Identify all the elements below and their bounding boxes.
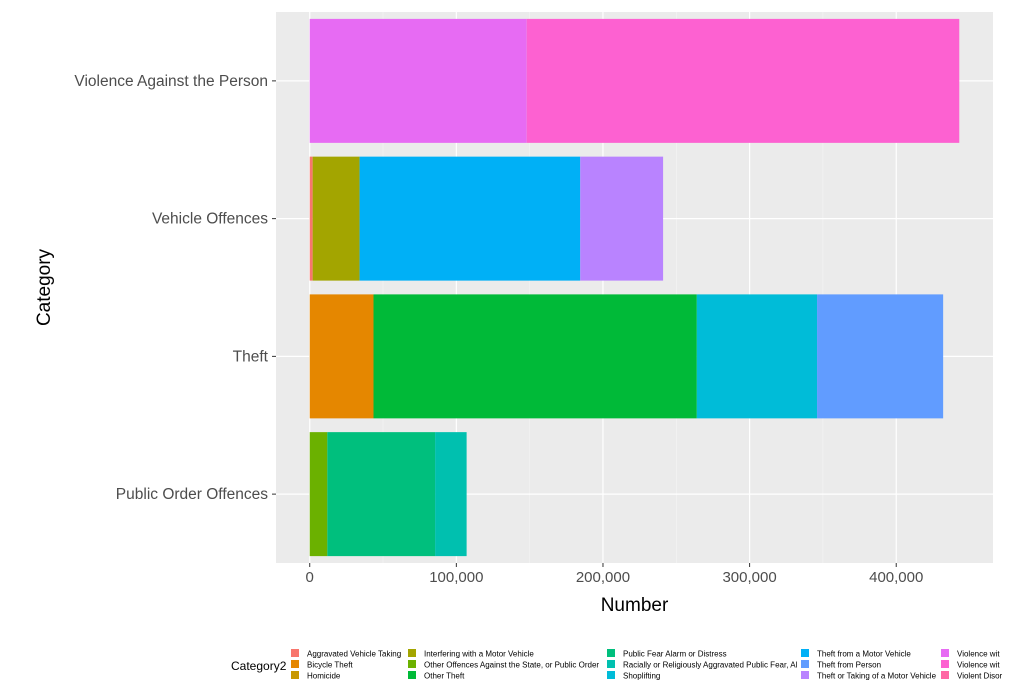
bar-segment <box>373 294 697 419</box>
legend-label: Theft from a Motor Vehicle <box>817 650 911 659</box>
y-tick-label: Theft <box>233 348 269 365</box>
legend-swatch <box>801 671 809 679</box>
legend-label: Aggravated Vehicle Taking <box>307 650 401 659</box>
legend-swatch <box>408 671 416 679</box>
legend-label: Violent Disor <box>957 672 1003 681</box>
bar-segment <box>580 156 664 281</box>
legend-swatch <box>801 660 809 668</box>
bar-segment <box>309 294 374 419</box>
y-tick-label: Violence Against the Person <box>74 73 268 90</box>
legend-label: Public Fear Alarm or Distress <box>623 650 727 659</box>
bar-segment <box>309 18 527 143</box>
y-tick-label: Public Order Offences <box>116 486 268 503</box>
x-tick-label: 400,000 <box>869 569 923 586</box>
legend-swatch <box>291 660 299 668</box>
bar-segment <box>817 294 944 419</box>
legend-swatch <box>408 660 416 668</box>
legend-swatch <box>607 649 615 657</box>
y-axis-title: Category <box>34 248 55 326</box>
legend-label: Interfering with a Motor Vehicle <box>424 650 534 659</box>
x-tick-label: 0 <box>306 569 314 586</box>
legend-label: Racially or Religiously Aggravated Publi… <box>623 661 798 670</box>
legend-label: Homicide <box>307 672 341 681</box>
legend-label: Theft or Taking of a Motor Vehicle <box>817 672 937 681</box>
legend-label: Other Theft <box>424 672 465 681</box>
x-tick-label: 200,000 <box>576 569 630 586</box>
bar-segment <box>435 432 467 557</box>
x-tick-label: 300,000 <box>722 569 776 586</box>
bar-segment <box>309 432 328 557</box>
x-tick-label: 100,000 <box>429 569 483 586</box>
y-tick-label: Vehicle Offences <box>152 211 268 228</box>
legend-label: Bicycle Theft <box>307 661 353 670</box>
legend-title: Category2 <box>231 659 287 673</box>
legend-swatch <box>408 649 416 657</box>
x-axis-title: Number <box>601 595 669 616</box>
bar-segment <box>309 156 313 281</box>
legend-label: Theft from Person <box>817 661 881 670</box>
legend-label: Shoplifting <box>623 672 660 681</box>
legend-label: Violence wit <box>957 661 1000 670</box>
legend-swatch <box>607 660 615 668</box>
bar-segment <box>327 432 436 557</box>
legend-swatch <box>941 660 949 668</box>
bar-segment <box>359 156 581 281</box>
legend-swatch <box>941 649 949 657</box>
legend-label: Violence wit <box>957 650 1000 659</box>
legend-label: Other Offences Against the State, or Pub… <box>424 661 599 670</box>
legend-swatch <box>291 671 299 679</box>
bar-segment <box>312 156 360 281</box>
bar-segment <box>696 294 818 419</box>
legend-swatch <box>941 671 949 679</box>
bar-segment <box>526 18 960 143</box>
legend-swatch <box>801 649 809 657</box>
legend-swatch <box>607 671 615 679</box>
legend-swatch <box>291 649 299 657</box>
